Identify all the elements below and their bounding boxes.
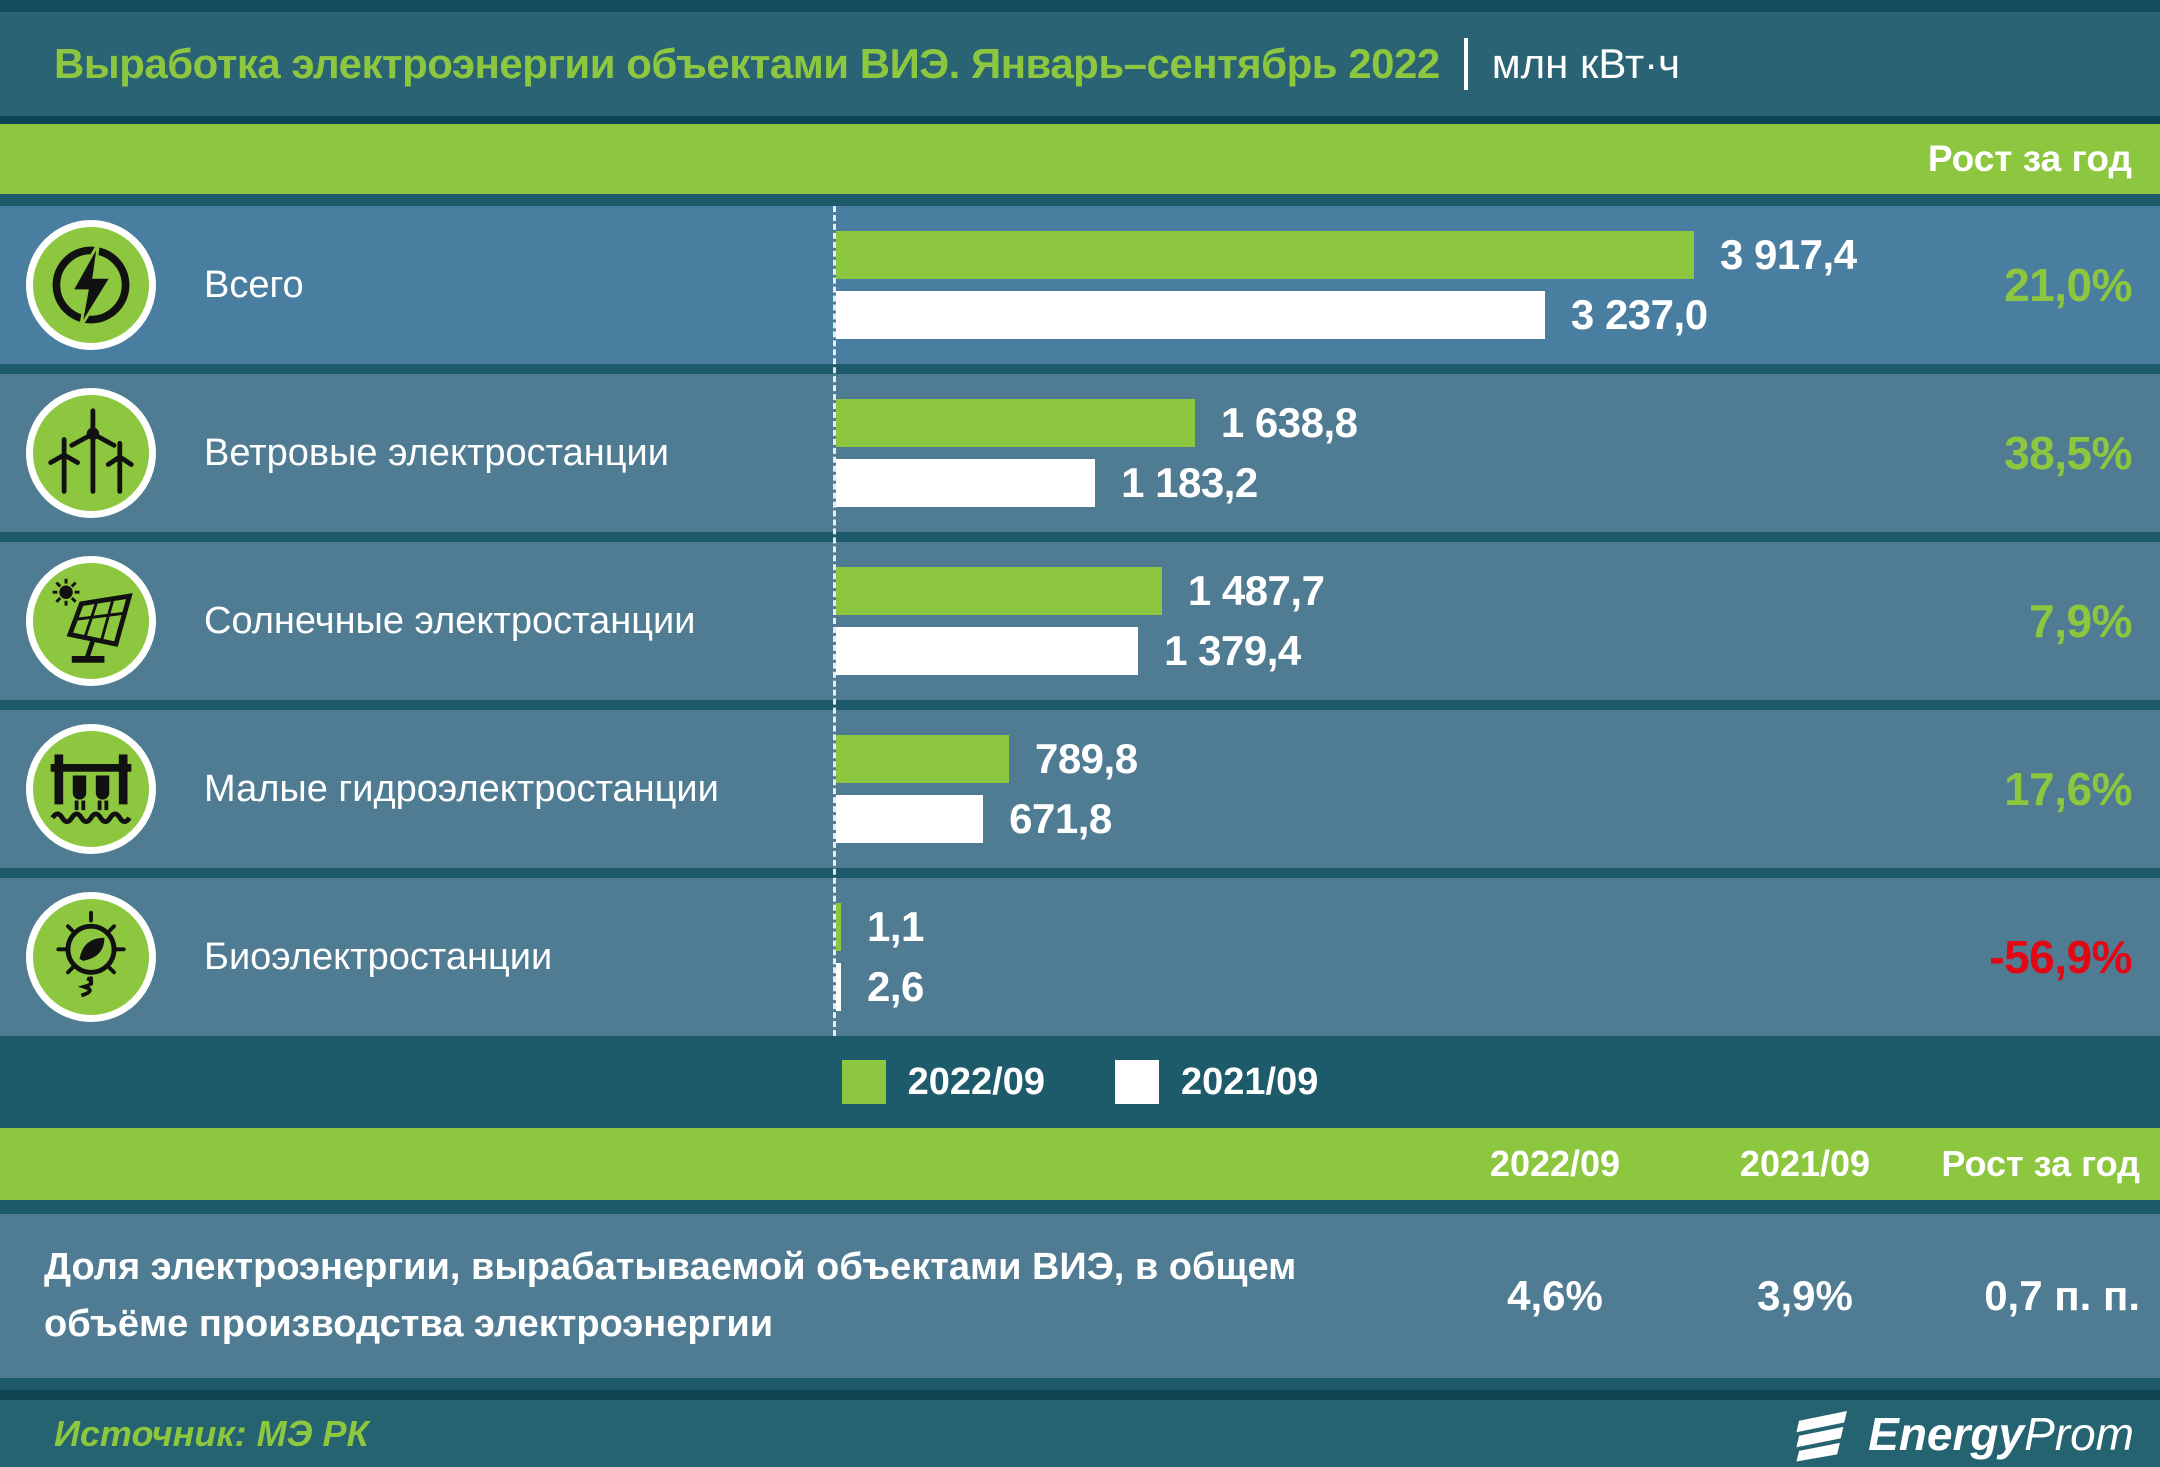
separator-line — [0, 116, 2160, 124]
row-label: Ветровые электростанции — [204, 431, 669, 474]
chart-row-bio: Биоэлектростанции 1,1 2,6 -56,9% — [0, 878, 2160, 1036]
title-bar: Выработка электроэнергии объектами ВИЭ. … — [0, 12, 2160, 116]
page-title: Выработка электроэнергии объектами ВИЭ. … — [54, 40, 1440, 87]
legend-swatch-2022 — [841, 1060, 886, 1104]
row-icon-circle — [26, 724, 156, 854]
bar-2022 — [836, 735, 1009, 783]
summary-table-row: Доля электроэнергии, вырабатываемой объе… — [0, 1214, 2160, 1378]
top-edge-strip — [0, 0, 2160, 12]
summary-header-growth: Рост за год — [1941, 1143, 2140, 1184]
bar-value-2021: 3 237,0 — [1570, 291, 1708, 338]
bar-2021 — [836, 291, 1545, 339]
legend-label-2021: 2021/09 — [1181, 1060, 1319, 1103]
growth-header-label: Рост за год — [1927, 138, 2132, 179]
row-bars: 1,1 2,6 — [836, 878, 2160, 1036]
title-unit: млн кВт·ч — [1491, 40, 1681, 87]
bar-value-2021: 2,6 — [867, 963, 924, 1010]
bar-value-2021: 1 379,4 — [1164, 627, 1301, 674]
summary-row-label: Доля электроэнергии, вырабатываемой объе… — [44, 1246, 1297, 1345]
row-label: Всего — [204, 263, 304, 306]
lightning-icon — [52, 242, 130, 328]
row-bars: 3 917,4 3 237,0 — [836, 206, 2160, 364]
row-bars: 789,8 671,8 — [836, 710, 2160, 868]
bar-2021 — [836, 459, 1096, 507]
bar-2021 — [836, 795, 984, 843]
footer: Источник: МЭ РК EnergyProm — [0, 1400, 2160, 1467]
brand-name: EnergyProm — [1868, 1407, 2134, 1460]
summary-value-growth: 0,7 п. п. — [1984, 1272, 2140, 1319]
row-icon-circle — [26, 388, 156, 518]
legend-label-2022: 2022/09 — [907, 1060, 1045, 1103]
row-label: Малые гидроэлектростанции — [204, 767, 719, 810]
summary-header-2022: 2022/09 — [1489, 1143, 1621, 1184]
growth-value: 21,0% — [2004, 259, 2132, 311]
bar-value-2022: 1 638,8 — [1220, 399, 1358, 446]
chart-row-hydro: Малые гидроэлектростанции 789,8 671,8 17… — [0, 710, 2160, 868]
row-icon-circle — [26, 892, 156, 1022]
growth-value: -56,9% — [1989, 931, 2132, 983]
bar-2022 — [836, 399, 1195, 447]
summary-table-header: 2022/09 2021/09 Рост за год — [0, 1128, 2160, 1200]
bar-value-2021: 1 183,2 — [1121, 459, 1258, 506]
bar-value-2021: 671,8 — [1009, 795, 1112, 842]
wind-turbine-icon — [48, 408, 134, 494]
solar-panel-icon — [52, 578, 133, 663]
growth-value: 7,9% — [2029, 595, 2132, 647]
growth-value: 38,5% — [2004, 427, 2132, 479]
summary-header-2021: 2021/09 — [1739, 1143, 1871, 1184]
legend-item-2021: 2021/09 — [1115, 1060, 1318, 1104]
legend-item-2022: 2022/09 — [841, 1060, 1045, 1104]
row-label: Биоэлектростанции — [204, 935, 553, 978]
bar-2022 — [836, 567, 1162, 615]
bar-2022 — [836, 903, 841, 951]
title-divider — [1463, 38, 1468, 90]
bar-chart: Всего 3 917,4 3 237,0 21,0% — [0, 206, 2160, 1036]
chart-row-solar: Солнечные электростанции 1 487,7 1 379,4… — [0, 542, 2160, 700]
bar-2021 — [836, 963, 841, 1011]
growth-value: 17,6% — [2004, 763, 2132, 815]
growth-header-band: Рост за год — [0, 124, 2160, 194]
footer-separator — [0, 1390, 2160, 1400]
row-icon-circle — [26, 220, 156, 350]
bar-2022 — [836, 231, 1694, 279]
summary-value-2022: 4,6% — [1507, 1272, 1603, 1319]
bar-value-2022: 1,1 — [867, 903, 924, 950]
energyprom-logo-icon — [1796, 1410, 1848, 1461]
bar-value-2022: 1 487,7 — [1187, 567, 1325, 614]
row-bars: 1 487,7 1 379,4 — [836, 542, 2160, 700]
legend-swatch-2021 — [1115, 1060, 1159, 1104]
brand-logo: EnergyProm — [1792, 1406, 2134, 1462]
chart-legend: 2022/09 2021/09 — [0, 1036, 2160, 1128]
summary-value-2021: 3,9% — [1757, 1272, 1853, 1319]
bar-value-2022: 789,8 — [1034, 735, 1138, 782]
chart-row-wind: Ветровые электростанции 1 638,8 1 183,2 … — [0, 374, 2160, 532]
row-bars: 1 638,8 1 183,2 — [836, 374, 2160, 532]
baseline-dashed-line — [833, 206, 836, 1036]
hydro-dam-icon — [50, 754, 132, 824]
bio-bulb-icon — [56, 910, 126, 998]
chart-row-total: Всего 3 917,4 3 237,0 21,0% — [0, 206, 2160, 364]
bar-2021 — [836, 627, 1139, 675]
bar-value-2022: 3 917,4 — [1719, 231, 1857, 278]
row-icon-circle — [26, 556, 156, 686]
row-label: Солнечные электростанции — [204, 599, 696, 642]
source-label: Источник: МЭ РК — [54, 1412, 369, 1454]
